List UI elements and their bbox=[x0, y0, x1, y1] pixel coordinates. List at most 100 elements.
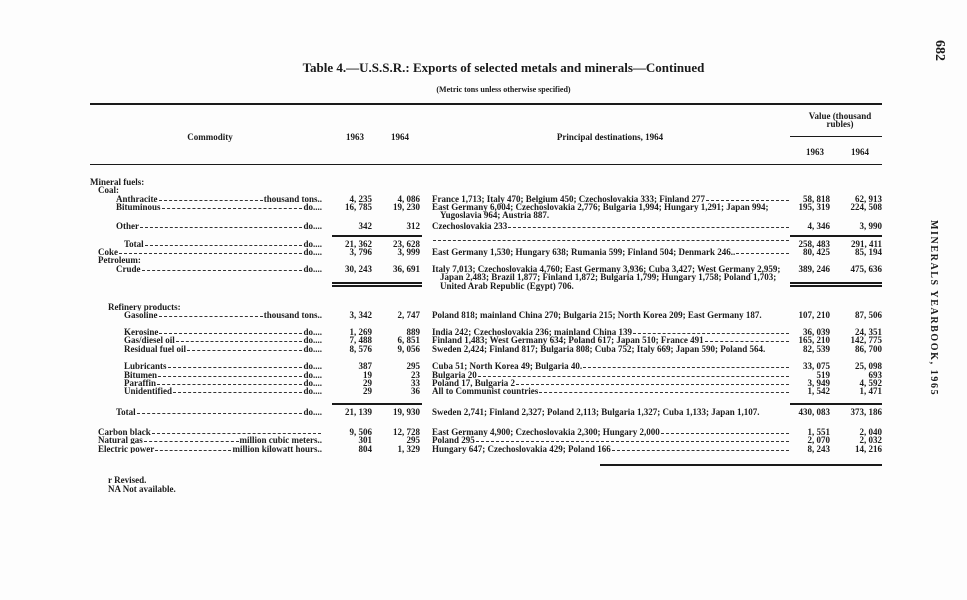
commodity-cell: Mineral fuels: bbox=[90, 178, 330, 186]
footnote: NA Not available. bbox=[108, 484, 176, 494]
commodity-label: Gas/diesel oil bbox=[124, 336, 175, 345]
quantity-1963: 4, 235 bbox=[349, 194, 373, 204]
quantity-1964: 889 bbox=[406, 327, 421, 337]
bottom-rule bbox=[600, 464, 882, 466]
table-row: Carbon black 9, 506 12, 728 East Germany 4,… bbox=[90, 427, 882, 437]
dot-leader bbox=[187, 345, 303, 352]
commodity-unit: do.... bbox=[303, 336, 322, 345]
commodity-unit: do.... bbox=[303, 265, 322, 274]
destinations-cell: Poland 295 bbox=[432, 435, 790, 445]
value-1964: 475, 636 bbox=[850, 264, 883, 274]
destinations-text: Poland 17, Bulgaria 2 bbox=[432, 378, 516, 388]
dot-leader bbox=[516, 379, 789, 386]
table-row: Other do.... 342 312 Czechoslovakia 233 4, 34… bbox=[90, 221, 882, 231]
commodity-unit: do.... bbox=[303, 345, 322, 354]
commodity-cell: Gas/diesel oil do.... bbox=[124, 336, 322, 344]
value-1963: 80, 425 bbox=[803, 247, 830, 257]
value-1963: 8, 243 bbox=[807, 444, 831, 454]
dot-leader bbox=[475, 436, 789, 443]
commodity-unit: do.... bbox=[303, 328, 322, 337]
commodity-label: Refinery products: bbox=[108, 303, 181, 312]
value-1963: 258, 483 bbox=[798, 239, 831, 249]
table-row: Anthracite thousand tons.. 4, 235 4, 086 Fra… bbox=[90, 194, 882, 204]
table-row: Residual fuel oil do.... 8, 576 9, 056 Swede… bbox=[90, 344, 882, 354]
destinations-cell: All to Communist countries bbox=[432, 386, 790, 396]
commodity-label: Unidentified bbox=[124, 387, 173, 396]
commodity-label: Electric power bbox=[98, 445, 155, 454]
destinations-text: France 1,713; Italy 470; Belgium 450; Cz… bbox=[432, 194, 705, 204]
value-1964: 224, 508 bbox=[850, 202, 883, 212]
commodity-cell: Lubricants do.... bbox=[124, 362, 322, 370]
commodity-cell: Other do.... bbox=[116, 222, 322, 230]
dot-leader bbox=[173, 387, 303, 394]
commodity-cell: Residual fuel oil do.... bbox=[124, 345, 322, 353]
quantity-1964: 19, 930 bbox=[393, 407, 420, 417]
destinations-cell: Poland 17, Bulgaria 2 bbox=[432, 378, 790, 388]
quantity-1964: 23 bbox=[411, 370, 420, 380]
quantity-1964: 1, 329 bbox=[397, 444, 421, 454]
running-head: MINERALS YEARBOOK, 1965 bbox=[928, 220, 939, 397]
quantity-1963: 3, 342 bbox=[349, 310, 373, 320]
commodity-label: Crude bbox=[116, 265, 141, 274]
destinations-text: East Germany 4,900; Czechoslovakia 2,300… bbox=[432, 427, 660, 437]
table-title: Table 4.—U.S.S.R.: Exports of selected m… bbox=[302, 60, 705, 75]
quantity-1964: 12, 728 bbox=[393, 427, 420, 437]
dot-leader bbox=[175, 336, 303, 343]
commodity-cell: Total do.... bbox=[124, 240, 322, 248]
table-row: Kerosine do.... 1, 269 889 India 242; Czecho… bbox=[90, 327, 882, 337]
header-commodity: Commodity bbox=[187, 132, 233, 142]
value-1963: 4, 346 bbox=[807, 221, 831, 231]
header-bottom-rule bbox=[90, 164, 882, 165]
table-row: Gas/diesel oil do.... 7, 488 6, 851 Finland … bbox=[90, 335, 882, 345]
commodity-cell: Coal: bbox=[98, 186, 338, 194]
double-rule bbox=[790, 285, 882, 287]
table-row: Petroleum: bbox=[90, 256, 882, 265]
destinations-text: India 242; Czechoslovakia 236; mainland … bbox=[432, 327, 633, 337]
commodity-unit: do.... bbox=[303, 387, 322, 396]
quantity-1963: 342 bbox=[358, 221, 373, 231]
table-row: Coal: bbox=[90, 186, 882, 195]
commodity-label: Kerosine bbox=[124, 328, 159, 337]
commodity-label: Total bbox=[116, 408, 136, 417]
destinations-cell: East Germany 4,900; Czechoslovakia 2,300… bbox=[432, 427, 790, 437]
commodity-unit: do.... bbox=[303, 203, 322, 212]
quantity-1963: 29 bbox=[363, 386, 372, 396]
dot-leader bbox=[141, 265, 303, 272]
table-row: Gasoline thousand tons.. 3, 342 2, 747 Polan… bbox=[90, 310, 882, 320]
commodity-unit: do.... bbox=[303, 379, 322, 388]
commodity-unit: million kilowatt hours.. bbox=[232, 445, 322, 454]
value-1963: 1, 542 bbox=[807, 386, 831, 396]
quantity-1964: 19, 230 bbox=[393, 202, 420, 212]
destinations-cell: Czechoslovakia 233 bbox=[432, 221, 790, 231]
commodity-label: Mineral fuels: bbox=[90, 178, 145, 187]
subtotal-rule bbox=[790, 235, 882, 237]
commodity-label: Coke bbox=[98, 248, 118, 257]
value-1964: 291, 411 bbox=[850, 239, 882, 249]
table-row: Refinery products: bbox=[90, 303, 882, 312]
subtotal-rule bbox=[332, 235, 422, 237]
destinations-cell: Sweden 2,741; Finland 2,327; Poland 2,11… bbox=[432, 407, 760, 417]
destinations-cell: Hungary 647; Czechoslovakia 429; Poland … bbox=[432, 444, 790, 454]
header-1963: 1963 bbox=[346, 132, 364, 142]
quantity-1963: 301 bbox=[358, 435, 373, 445]
destinations-cell: Bulgaria 20 bbox=[432, 370, 790, 380]
quantity-1964: 295 bbox=[406, 435, 421, 445]
quantity-1964: 312 bbox=[406, 221, 421, 231]
dot-leader bbox=[158, 195, 263, 202]
value-1963: 165, 210 bbox=[798, 335, 831, 345]
commodity-cell: Refinery products: bbox=[108, 303, 348, 311]
destinations-cell: France 1,713; Italy 470; Belgium 450; Cz… bbox=[432, 194, 790, 204]
commodity-cell: Petroleum: bbox=[98, 256, 338, 264]
dot-leader bbox=[144, 240, 303, 247]
value-1963: 58, 818 bbox=[803, 194, 830, 204]
quantity-1963: 21, 362 bbox=[345, 239, 372, 249]
dot-leader bbox=[583, 362, 789, 369]
value-1963: 430, 083 bbox=[798, 407, 831, 417]
dot-leader bbox=[611, 445, 789, 452]
header-value-1964: 1964 bbox=[851, 147, 869, 157]
commodity-label: Coal: bbox=[98, 186, 119, 195]
dot-leader bbox=[155, 445, 232, 452]
dot-leader bbox=[159, 328, 303, 335]
table-row: Crude do.... 30, 243 36, 691 Italy 7,013; Cz… bbox=[90, 264, 883, 290]
